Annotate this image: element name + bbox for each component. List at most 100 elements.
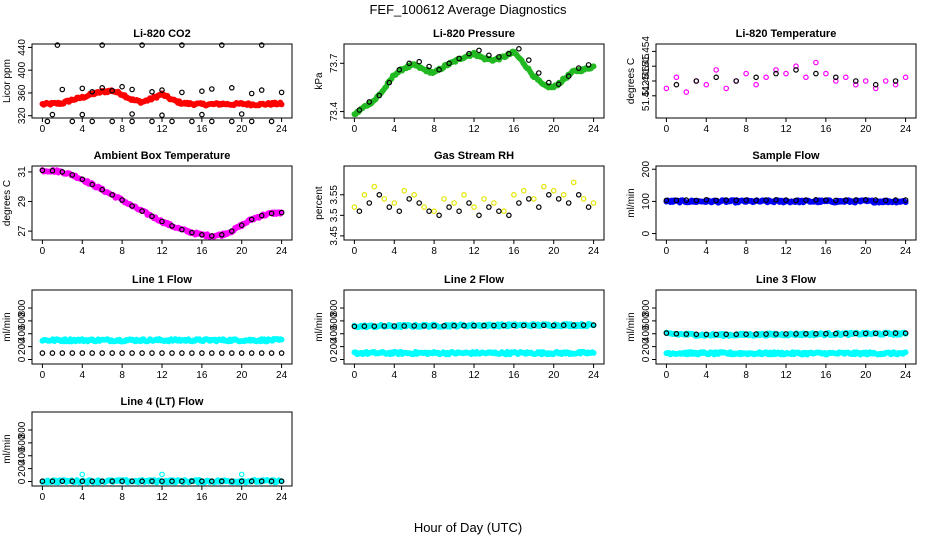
data-point [486, 204, 492, 210]
x-tick-label: 20 [860, 370, 872, 381]
x-tick-label: 16 [196, 492, 208, 503]
data-point [446, 204, 452, 210]
data-point [229, 85, 235, 91]
data-point [872, 197, 879, 203]
data-point [238, 471, 245, 478]
y-tick-label: 27 [17, 225, 28, 237]
data-point [159, 478, 165, 485]
data-point [683, 331, 690, 337]
data-point [416, 200, 423, 206]
x-tick-label: 8 [119, 246, 125, 257]
y-axis-label: ml/min [626, 188, 637, 217]
data-point [803, 330, 809, 337]
plot-area [663, 329, 909, 358]
data-point [683, 89, 690, 95]
data-point [540, 183, 547, 190]
data-point [229, 350, 235, 356]
data-point [813, 70, 819, 77]
data-point [406, 60, 413, 67]
data-point [753, 197, 759, 204]
data-point [585, 204, 592, 210]
data-point [852, 330, 859, 337]
data-point [229, 228, 235, 234]
data-point [159, 218, 165, 225]
y-tick-label: 0 [17, 356, 28, 362]
data-point [381, 323, 388, 329]
data-point [673, 81, 680, 88]
data-point [456, 55, 462, 62]
y-tick-label: 3.45 [329, 226, 340, 246]
data-point [159, 87, 165, 93]
data-point [159, 112, 165, 119]
data-point [813, 59, 819, 66]
data-point [560, 192, 567, 198]
data-point [902, 349, 909, 356]
data-point [793, 197, 799, 204]
data-point [99, 85, 106, 91]
data-point [570, 322, 577, 329]
data-point [832, 74, 839, 81]
data-point [356, 107, 363, 113]
data-point [159, 350, 165, 356]
panel-title: Ambient Box Temperature [94, 150, 231, 162]
chart-panel: Li-820 CO2 Licor ppm 0 4 8 12 16 20 24 320 360 400 4… [2, 28, 293, 135]
data-point [882, 197, 889, 204]
data-point [823, 197, 829, 203]
data-point [486, 52, 492, 59]
data-point [663, 197, 670, 204]
data-point [793, 331, 799, 337]
x-tick-label: 12 [156, 124, 168, 135]
data-point [396, 66, 403, 73]
plot-area [39, 166, 285, 240]
data-point [773, 67, 779, 73]
x-tick-label: 12 [780, 370, 792, 381]
data-point [209, 86, 215, 92]
x-tick-label: 0 [664, 246, 670, 257]
data-point [129, 86, 135, 93]
panel-title: Line 1 Flow [132, 274, 192, 286]
data-point [238, 222, 245, 229]
data-point [189, 229, 195, 236]
data-point [476, 47, 482, 54]
x-tick-label: 16 [196, 246, 208, 257]
data-point [451, 200, 457, 206]
data-point [89, 89, 96, 95]
panel-title: Gas Stream RH [434, 150, 514, 162]
data-point [258, 350, 265, 356]
data-point [555, 196, 562, 202]
x-tick-label: 8 [119, 124, 125, 135]
data-point [703, 331, 710, 338]
data-point [693, 331, 700, 338]
data-point [560, 322, 567, 329]
data-point [248, 118, 255, 125]
data-point [219, 42, 225, 48]
chart-panel: Gas Stream RH percent 0 4 8 12 16 20 24 3.45 3.5 3.… [314, 150, 605, 257]
data-point [872, 330, 879, 337]
plot-area [351, 45, 597, 118]
data-point [713, 197, 720, 204]
data-point [406, 196, 413, 202]
data-point [466, 50, 472, 57]
data-point [149, 118, 155, 125]
data-point [902, 74, 909, 81]
panel-title: Line 4 (LT) Flow [121, 396, 204, 408]
data-point [842, 74, 849, 81]
x-tick-label: 24 [588, 370, 600, 381]
data-point [471, 322, 477, 329]
data-point [179, 350, 185, 356]
data-point [79, 85, 86, 92]
y-tick-label: 0 [17, 478, 28, 484]
data-point [803, 74, 809, 81]
x-tick-label: 24 [276, 246, 288, 257]
data-point [842, 330, 849, 337]
data-point [129, 478, 135, 485]
data-point [69, 172, 76, 178]
data-point [530, 196, 537, 202]
data-point [278, 336, 285, 343]
data-point [421, 323, 428, 329]
plot-frame [343, 165, 605, 241]
y-tick-label: 400 [17, 447, 28, 464]
data-point [199, 350, 205, 356]
data-point [555, 81, 562, 88]
